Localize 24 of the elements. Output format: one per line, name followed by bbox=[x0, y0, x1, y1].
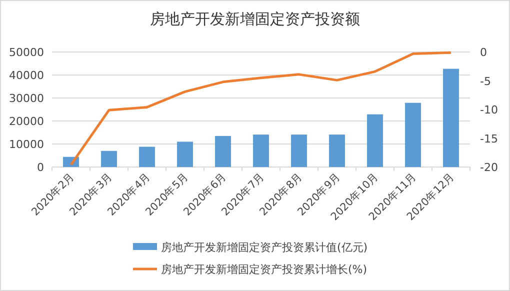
bar bbox=[253, 134, 269, 167]
y2-tick-label: -10 bbox=[480, 104, 498, 116]
bar bbox=[443, 68, 459, 167]
y-tick-label: 30000 bbox=[9, 92, 44, 105]
y-tick-label: 50000 bbox=[9, 46, 44, 59]
y-tick-label: 20000 bbox=[9, 115, 44, 128]
y-tick-label: 10000 bbox=[9, 138, 44, 151]
bar bbox=[291, 134, 307, 167]
y-tick-label: 0 bbox=[37, 161, 44, 174]
bar bbox=[101, 150, 117, 167]
y-tick-label: 40000 bbox=[9, 69, 44, 82]
bar bbox=[329, 134, 345, 167]
bar bbox=[405, 102, 421, 167]
legend-label: 房地产开发新增固定资产投资累计值(亿元) bbox=[161, 241, 368, 254]
bar bbox=[215, 136, 231, 167]
y2-tick-label: -15 bbox=[480, 132, 498, 146]
bar bbox=[139, 146, 155, 167]
y2-tick-label: 0 bbox=[480, 46, 487, 59]
y2-tick-label: -20 bbox=[480, 161, 498, 174]
y2-tick-label: -5 bbox=[480, 74, 491, 88]
chart-title: 房地产开发新增固定资产投资额 bbox=[150, 10, 360, 28]
legend-label: 房地产开发新增固定资产投资累计增长(%) bbox=[161, 263, 368, 276]
bar bbox=[177, 142, 193, 167]
bar bbox=[367, 114, 383, 167]
